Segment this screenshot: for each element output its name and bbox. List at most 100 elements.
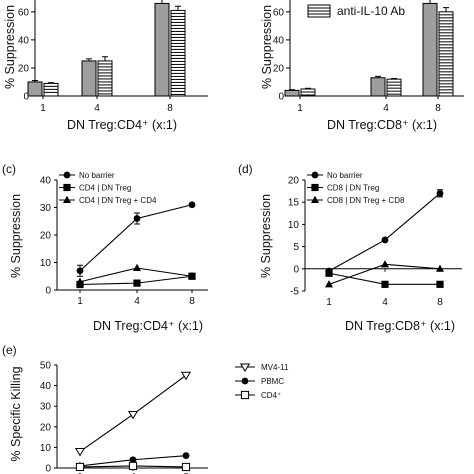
- x-tick-label: 1: [297, 103, 303, 114]
- x-tick-label: 4: [382, 297, 388, 308]
- legend-marker: [311, 183, 319, 192]
- x-axis-label: DN Treg:CD8⁺ (x:1): [345, 319, 455, 333]
- legend-label: CD8 | DN Treg: [327, 184, 379, 193]
- y-tick-label: 5: [293, 242, 299, 253]
- y-tick-label: 40: [18, 35, 30, 46]
- data-point: [381, 260, 389, 268]
- y-tick-label: 0: [45, 464, 51, 474]
- data-point: [188, 272, 196, 280]
- bar: [81, 60, 97, 97]
- x-axis-label: DN Treg:CD8⁺ (x:1): [327, 118, 437, 132]
- x-tick-label: 1: [326, 297, 332, 308]
- data-point: [74, 448, 86, 457]
- y-tick-label: 0: [293, 264, 299, 275]
- data-point: [127, 410, 139, 420]
- data-point: [182, 452, 190, 460]
- legend-marker: [63, 171, 71, 179]
- y-tick-label: 10: [288, 220, 300, 231]
- y-tick-label: 30: [40, 402, 52, 413]
- y-tick-label: 30: [40, 203, 52, 214]
- legend-marker: [311, 171, 319, 179]
- y-tick-label: 20: [40, 422, 52, 433]
- legend-marker: [239, 363, 251, 372]
- x-tick-label: 4: [134, 296, 140, 307]
- x-tick-label: 8: [437, 297, 443, 308]
- x-tick-label: 4: [130, 472, 136, 474]
- legend-label: CD8 | DN Treg + CD8: [327, 196, 405, 205]
- panel-e: (e) 0 10 20 30 40 50 1 4 8 % Specific Killing MV4-1…: [2, 343, 289, 474]
- data-point: [133, 263, 141, 271]
- x-tick-label: 8: [189, 296, 195, 307]
- y-tick-label: 0: [45, 286, 51, 297]
- legend-label: MV4-11: [261, 363, 289, 372]
- data-point: [436, 264, 444, 272]
- y-tick-label: 10: [40, 258, 52, 269]
- y-tick-label: 15: [288, 198, 300, 209]
- bar: [370, 77, 386, 97]
- data-point: [436, 189, 444, 197]
- x-tick-label: 8: [183, 472, 189, 474]
- y-tick-label: 40: [40, 176, 52, 187]
- x-tick-label: 4: [94, 103, 100, 114]
- y-tick-label: 10: [40, 443, 52, 454]
- data-point: [128, 461, 138, 471]
- y-tick-label: 20: [273, 63, 285, 74]
- legend-label: PBMC: [261, 377, 284, 386]
- data-point: [381, 280, 389, 288]
- data-point: [325, 280, 333, 288]
- bar: [422, 2, 438, 97]
- panel-b: 0 20 40 60 1 4 8 % Suppression DN Treg:CD8⁺ (x:1…: [260, 0, 464, 132]
- y-tick-label: -5: [290, 287, 299, 298]
- legend-label: CD4⁺: [261, 391, 281, 400]
- y-tick-label: 60: [18, 7, 30, 18]
- y-axis-label: % Suppression: [9, 194, 23, 278]
- bar: [27, 81, 43, 97]
- panel-label: (c): [2, 162, 16, 176]
- bar: [154, 2, 170, 97]
- y-axis-label: % Suppression: [259, 194, 273, 278]
- y-tick-label: 20: [18, 63, 30, 74]
- panel-label: (d): [238, 162, 253, 176]
- y-tick-label: 60: [273, 7, 285, 18]
- legend-marker: [63, 195, 71, 203]
- y-axis-label: % Suppression: [3, 5, 17, 89]
- legend-label: CD4 | DN Treg + CD4: [79, 196, 157, 205]
- x-tick-label: 4: [383, 103, 389, 114]
- panel-label: (e): [2, 343, 17, 357]
- legend-label: No barrier: [79, 171, 115, 180]
- data-point: [76, 277, 84, 285]
- bar-striped: [170, 9, 186, 97]
- series-line: [79, 204, 193, 272]
- data-point: [325, 269, 333, 277]
- data-point: [133, 279, 141, 287]
- data-point: [133, 215, 141, 222]
- legend-marker: [241, 377, 249, 385]
- y-tick-label: 20: [40, 231, 52, 242]
- legend-marker: [311, 195, 319, 203]
- legend-label: CD4 | DN Treg: [79, 184, 131, 193]
- panel-a: 0 20 40 60 1 4 8 % Suppression DN Treg:CD4⁺ (x:1…: [3, 0, 208, 132]
- x-tick-label: 8: [167, 103, 173, 114]
- data-point: [436, 280, 444, 288]
- data-point: [180, 371, 192, 381]
- panel-c: (c) 0 10 20 30 40 1 4 8 % Suppression DN Treg:CD4⁺…: [2, 162, 208, 333]
- x-tick-label: 1: [77, 296, 83, 307]
- legend-label: anti-IL-10 Ab: [337, 4, 405, 18]
- data-point: [129, 456, 137, 464]
- y-tick-label: 20: [288, 176, 300, 187]
- x-axis-label: DN Treg:CD4⁺ (x:1): [93, 319, 203, 333]
- y-tick-label: 50: [40, 361, 52, 372]
- data-point: [188, 201, 196, 209]
- bar: [284, 89, 300, 97]
- x-tick-label: 1: [40, 103, 46, 114]
- x-axis-label: DN Treg:CD4⁺ (x:1): [67, 118, 177, 132]
- y-tick-label: 0: [23, 92, 29, 103]
- legend-marker: [63, 183, 71, 192]
- y-tick-label: 0: [278, 92, 284, 103]
- legend-marker: [240, 390, 250, 400]
- data-point: [181, 462, 191, 472]
- y-tick-label: 40: [273, 35, 285, 46]
- y-axis-label: % Specific Killing: [9, 366, 23, 461]
- data-point: [381, 236, 389, 244]
